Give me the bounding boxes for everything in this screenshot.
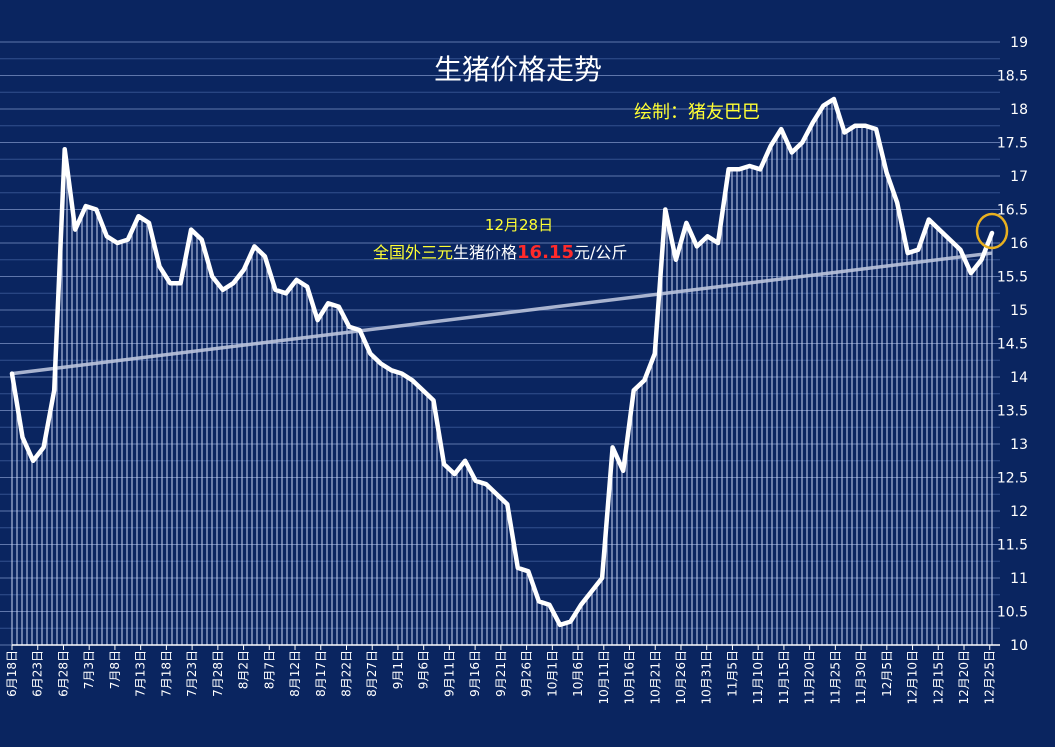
- x-tick-label: 7月8日: [108, 650, 122, 689]
- y-tick-label: 13.5: [997, 404, 1028, 420]
- latest-point-highlight: [975, 212, 1009, 250]
- y-tick-label: 15: [1010, 303, 1028, 319]
- x-tick-label: 8月22日: [339, 650, 353, 697]
- x-tick-label: 12月15日: [931, 650, 945, 705]
- x-tick-label: 11月10日: [751, 650, 765, 705]
- x-tick-label: 10月26日: [674, 650, 688, 705]
- x-tick-label: 11月20日: [803, 650, 817, 705]
- x-tick-label: 7月28日: [211, 650, 225, 697]
- x-tick-label: 8月7日: [262, 650, 276, 689]
- y-tick-label: 14: [1010, 370, 1028, 386]
- x-tick-label: 10月1日: [545, 650, 559, 697]
- y-tick-label: 10: [1010, 638, 1028, 654]
- y-tick-label: 16: [1010, 236, 1028, 252]
- y-tick-label: 10.5: [997, 605, 1028, 621]
- x-tick-label: 12月10日: [906, 650, 920, 705]
- x-tick-label: 7月18日: [159, 650, 173, 697]
- y-tick-label: 11.5: [997, 538, 1028, 554]
- x-tick-label: 11月5日: [725, 650, 739, 697]
- y-tick-label: 12.5: [997, 471, 1028, 487]
- y-axis-ticks: 19 18.5 18 17.5 17 16.5 16 15.5 15 14.5 14 13.5 13 12…: [997, 35, 1028, 654]
- annotation-text: 全国外三元生猪价格16.15元/公斤: [373, 242, 627, 263]
- y-tick-label: 17.5: [997, 136, 1028, 152]
- x-tick-label: 7月13日: [134, 650, 148, 697]
- x-tick-label: 6月23日: [31, 650, 45, 697]
- x-tick-label: 9月16日: [468, 650, 482, 697]
- y-tick-label: 18.5: [997, 69, 1028, 85]
- trend-line: [11, 251, 993, 376]
- annotation-date: 12月28日: [485, 216, 553, 234]
- x-tick-label: 10月31日: [700, 650, 714, 705]
- annotation-prefix: 全国外三元: [373, 243, 453, 262]
- x-tick-label: 6月18日: [5, 650, 19, 697]
- x-tick-label: 8月17日: [314, 650, 328, 697]
- x-tick-label: 12月20日: [957, 650, 971, 705]
- x-tick-label: 9月6日: [417, 650, 431, 689]
- y-tick-label: 18: [1010, 102, 1028, 118]
- x-tick-label: 6月28日: [56, 650, 70, 697]
- x-tick-label: 8月27日: [365, 650, 379, 697]
- y-tick-label: 17: [1010, 169, 1028, 185]
- annotation-middle: 生猪价格: [453, 243, 517, 262]
- x-tick-label: 11月30日: [854, 650, 868, 705]
- x-tick-label: 11月25日: [828, 650, 842, 705]
- y-tick-label: 14.5: [997, 337, 1028, 353]
- x-tick-label: 11月15日: [777, 650, 791, 705]
- price-series-line: [9, 96, 995, 628]
- x-tick-label: 10月16日: [623, 650, 637, 705]
- chart-credit: 绘制：猪友巴巴: [634, 102, 760, 123]
- x-tick-label: 9月26日: [520, 650, 534, 697]
- annotation-value: 16.15: [517, 242, 574, 263]
- x-axis-ticks: 6月18日 6月23日 6月28日 7月3日 7月8日 7月13日 7月18日 7月23日 7月…: [5, 645, 997, 705]
- x-tick-label: 10月11日: [597, 650, 611, 705]
- x-tick-label: 9月1日: [391, 650, 405, 689]
- x-tick-label: 8月2日: [237, 650, 251, 689]
- x-tick-label: 7月3日: [82, 650, 96, 689]
- y-tick-label: 19: [1010, 35, 1028, 51]
- x-tick-label: 10月6日: [571, 650, 585, 697]
- chart-title: 生猪价格走势: [434, 53, 602, 86]
- y-tick-label: 15.5: [997, 270, 1028, 286]
- y-tick-label: 13: [1010, 437, 1028, 453]
- y-tick-label: 16.5: [997, 203, 1028, 219]
- y-tick-label: 11: [1010, 571, 1028, 587]
- x-tick-label: 12月5日: [880, 650, 894, 697]
- area-hatch: [11, 100, 993, 645]
- x-tick-label: 12月25日: [983, 650, 997, 705]
- y-tick-label: 12: [1010, 504, 1028, 520]
- annotation-unit: 元/公斤: [574, 243, 627, 262]
- x-tick-label: 9月21日: [494, 650, 508, 697]
- x-tick-label: 10月21日: [648, 650, 662, 705]
- x-tick-label: 8月12日: [288, 650, 302, 697]
- x-tick-label: 9月11日: [442, 650, 456, 697]
- x-tick-label: 7月23日: [185, 650, 199, 697]
